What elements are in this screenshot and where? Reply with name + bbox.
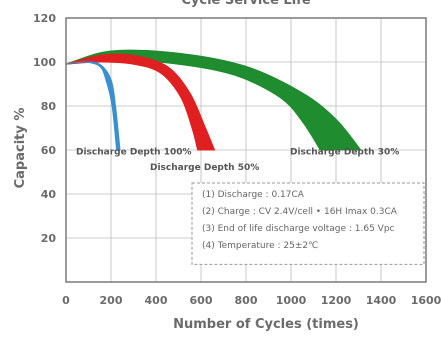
- y-tick-labels: 20 40 60 80 100 120: [33, 12, 56, 245]
- x-tick-label-1000: 1000: [276, 294, 307, 307]
- x-tick-label-1200: 1200: [321, 294, 352, 307]
- y-tick-label-100: 100: [33, 56, 56, 69]
- test-conditions-box: (1) Discharge : 0.17CA (2) Charge : CV 2…: [191, 182, 425, 265]
- chart-title: Cycle Service Life: [181, 0, 310, 8]
- note-end-voltage: (3) End of life discharge voltage : 1.65…: [202, 224, 395, 234]
- band-discharge-depth-50: [65, 53, 215, 151]
- band-discharge-depth-30: [65, 49, 362, 151]
- note-charge: (2) Charge : CV 2.4V/cell • 16H Imax 0.3…: [202, 207, 398, 217]
- note-discharge: (1) Discharge : 0.17CA: [202, 190, 305, 200]
- y-axis-label: Capacity %: [13, 108, 28, 189]
- label-depth-30: Discharge Depth 30%: [290, 147, 399, 157]
- y-tick-label-40: 40: [41, 188, 57, 201]
- x-tick-label-400: 400: [145, 294, 168, 307]
- x-tick-label-800: 800: [235, 294, 258, 307]
- x-tick-label-200: 200: [100, 294, 123, 307]
- x-axis-label: Number of Cycles (times): [173, 317, 359, 332]
- x-tick-label-1600: 1600: [411, 294, 441, 307]
- series-areas: [65, 49, 362, 151]
- y-tick-label-20: 20: [41, 232, 57, 245]
- grid: [65, 17, 427, 282]
- label-depth-100: Discharge Depth 100%: [76, 147, 192, 157]
- plot-frame: [65, 17, 427, 283]
- x-tick-label-600: 600: [190, 294, 213, 307]
- y-tick-label-120: 120: [33, 12, 56, 25]
- x-tick-label-0: 0: [62, 294, 70, 307]
- y-tick-label-80: 80: [41, 100, 57, 113]
- test-conditions-frame: [191, 182, 425, 265]
- y-tick-label-60: 60: [41, 144, 57, 157]
- band-discharge-depth-100: [65, 61, 121, 151]
- label-depth-50: Discharge Depth 50%: [150, 163, 259, 173]
- note-temperature: (4) Temperature : 25±2℃: [202, 241, 318, 251]
- x-tick-labels: 0 200 400 600 800 1000 1200 1400 1600: [62, 294, 441, 307]
- x-tick-label-1400: 1400: [366, 294, 397, 307]
